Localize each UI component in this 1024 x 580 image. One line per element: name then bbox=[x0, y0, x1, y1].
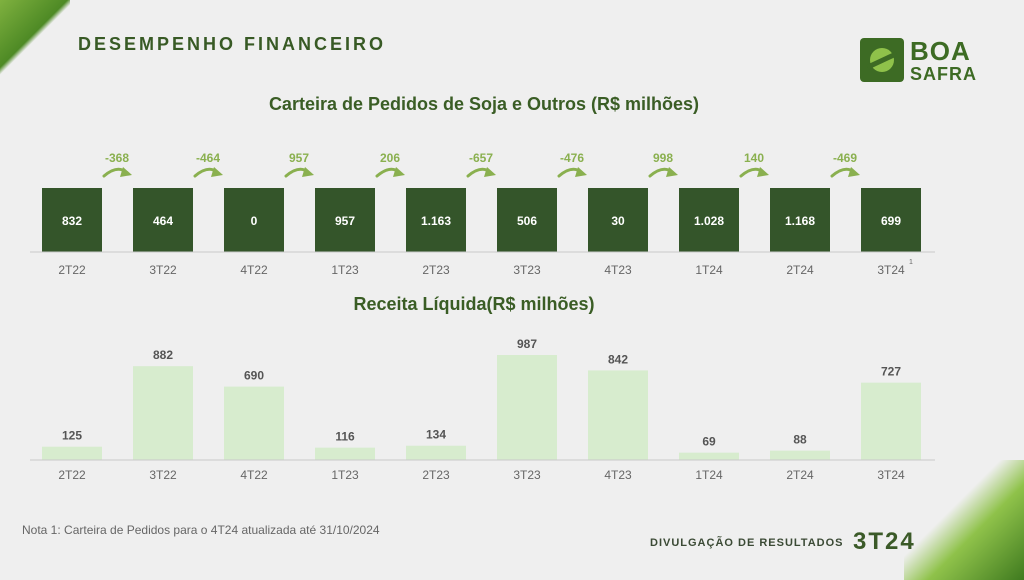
orders-value-label: 832 bbox=[62, 214, 82, 228]
revenue-tick-label: 2T22 bbox=[58, 468, 86, 482]
orders-bar bbox=[42, 188, 102, 252]
revenue-bar bbox=[406, 445, 466, 460]
orders-change-label: -464 bbox=[196, 151, 220, 165]
orders-change-arrowhead bbox=[666, 167, 678, 177]
orders-value-label: 506 bbox=[517, 214, 537, 228]
orders-tick-label: 4T22 bbox=[240, 263, 268, 277]
section-title: DESEMPENHO FINANCEIRO bbox=[78, 34, 387, 54]
orders-bar bbox=[497, 188, 557, 252]
orders-change-arrowhead bbox=[484, 167, 496, 177]
corner-decoration-bottom-right bbox=[904, 460, 1024, 580]
orders-value-label: 30 bbox=[611, 214, 625, 228]
orders-bar bbox=[224, 188, 284, 252]
revenue-tick-label: 1T23 bbox=[331, 468, 359, 482]
orders-change-label: 957 bbox=[289, 151, 309, 165]
orders-change-label: -657 bbox=[469, 151, 493, 165]
logo-word-bottom: SAFRA bbox=[910, 64, 977, 84]
orders-tick-label: 2T22 bbox=[58, 263, 86, 277]
revenue-value-label: 125 bbox=[62, 429, 82, 443]
orders-bar bbox=[679, 188, 739, 252]
revenue-tick-label: 3T22 bbox=[149, 468, 177, 482]
revenue-value-label: 69 bbox=[702, 435, 716, 449]
revenue-chart: 125 2T22 882 3T22 690 4T22 116 1T23 134 2T23 987 3T… bbox=[30, 337, 935, 482]
orders-value-label: 464 bbox=[153, 214, 173, 228]
orders-tick-label: 3T24 bbox=[877, 263, 905, 277]
revenue-tick-label: 2T24 bbox=[786, 468, 814, 482]
orders-value-label: 699 bbox=[881, 214, 901, 228]
revenue-value-label: 987 bbox=[517, 337, 537, 351]
orders-tick-label: 2T23 bbox=[422, 263, 450, 277]
orders-change-arrowhead bbox=[211, 167, 223, 177]
orders-change-label: -469 bbox=[833, 151, 857, 165]
logo-word-top: BOA bbox=[910, 36, 971, 66]
revenue-value-label: 882 bbox=[153, 348, 173, 362]
orders-bar bbox=[315, 188, 375, 252]
revenue-tick-label: 1T24 bbox=[695, 468, 723, 482]
orders-bar bbox=[588, 188, 648, 252]
orders-tick-label: 3T23 bbox=[513, 263, 541, 277]
revenue-value-label: 690 bbox=[244, 369, 264, 383]
revenue-bar bbox=[770, 450, 830, 460]
revenue-tick-label: 3T23 bbox=[513, 468, 541, 482]
orders-bar bbox=[406, 188, 466, 252]
orders-change-arrowhead bbox=[302, 167, 314, 177]
revenue-bar bbox=[133, 366, 193, 460]
revenue-bar bbox=[861, 382, 921, 460]
orders-bar bbox=[861, 188, 921, 252]
orders-change-arrowhead bbox=[393, 167, 405, 177]
orders-value-label: 957 bbox=[335, 214, 355, 228]
orders-change-arrowhead bbox=[848, 167, 860, 177]
orders-tick-label: 1T23 bbox=[331, 263, 359, 277]
revenue-tick-label: 4T23 bbox=[604, 468, 632, 482]
logo-mark-icon bbox=[860, 38, 904, 82]
revenue-value-label: 134 bbox=[426, 428, 446, 442]
revenue-value-label: 727 bbox=[881, 365, 901, 379]
orders-chart: 832 2T22 464 3T22 0 4T22 957 1T23 1.163 2T23 506 3T… bbox=[30, 151, 935, 277]
revenue-bar bbox=[42, 446, 102, 460]
revenue-tick-label: 3T24 bbox=[877, 468, 905, 482]
orders-tick-label: 1T24 bbox=[695, 263, 723, 277]
company-logo: BOA SAFRA bbox=[860, 36, 990, 86]
orders-bar bbox=[133, 188, 193, 252]
revenue-value-label: 88 bbox=[793, 433, 807, 447]
release-label: DIVULGAÇÃO DE RESULTADOS bbox=[650, 537, 844, 549]
orders-change-label: 140 bbox=[744, 151, 764, 165]
revenue-bar bbox=[315, 447, 375, 460]
revenue-bar bbox=[588, 370, 648, 460]
orders-change-arrowhead bbox=[757, 167, 769, 177]
orders-change-label: 998 bbox=[653, 151, 673, 165]
orders-value-label: 1.028 bbox=[694, 214, 724, 228]
orders-bar bbox=[770, 188, 830, 252]
revenue-bar bbox=[679, 452, 739, 460]
corner-decoration-top-left bbox=[0, 0, 70, 80]
orders-footnote-marker: 1 bbox=[909, 259, 913, 266]
revenue-tick-label: 4T22 bbox=[240, 468, 268, 482]
orders-change-arrowhead bbox=[575, 167, 587, 177]
orders-change-label: -476 bbox=[560, 151, 584, 165]
revenue-tick-label: 2T23 bbox=[422, 468, 450, 482]
orders-tick-label: 3T22 bbox=[149, 263, 177, 277]
revenue-chart-title: Receita Líquida(R$ milhões) bbox=[353, 294, 595, 314]
orders-value-label: 1.163 bbox=[421, 214, 451, 228]
revenue-value-label: 842 bbox=[608, 352, 628, 366]
orders-value-label: 0 bbox=[251, 214, 258, 228]
orders-value-label: 1.168 bbox=[785, 214, 815, 228]
orders-change-arrowhead bbox=[120, 167, 132, 177]
revenue-value-label: 116 bbox=[335, 430, 355, 444]
orders-tick-label: 4T23 bbox=[604, 263, 632, 277]
orders-change-label: 206 bbox=[380, 151, 400, 165]
revenue-bar bbox=[224, 386, 284, 460]
revenue-bar bbox=[497, 355, 557, 460]
orders-change-label: -368 bbox=[105, 151, 129, 165]
footnote: Nota 1: Carteira de Pedidos para o 4T24 … bbox=[22, 523, 380, 537]
release-quarter: 3T24 bbox=[853, 528, 916, 555]
orders-chart-title: Carteira de Pedidos de Soja e Outros (R$… bbox=[268, 94, 700, 114]
orders-tick-label: 2T24 bbox=[786, 263, 814, 277]
